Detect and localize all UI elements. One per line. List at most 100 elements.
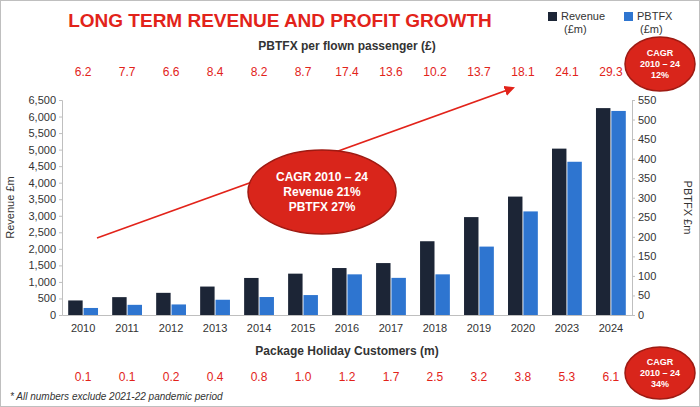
bar	[332, 268, 346, 315]
row-value: 6.2	[75, 65, 92, 79]
tick-mark	[59, 199, 62, 200]
row-value: 1.7	[383, 370, 400, 384]
tick-label: 1,000	[28, 276, 56, 288]
row-value: 13.6	[379, 65, 403, 79]
tick-label: 2016	[335, 322, 359, 334]
bar	[420, 241, 434, 315]
tick: 0	[50, 309, 62, 321]
callout-text: CAGR	[647, 48, 674, 58]
bar	[172, 304, 186, 315]
tick-label: 350	[638, 172, 656, 184]
tick: 2,500	[28, 226, 62, 238]
tick: 2023	[555, 315, 579, 334]
frame	[1, 1, 700, 407]
tick: 2012	[159, 315, 183, 334]
bar	[156, 293, 170, 315]
legend-swatch	[548, 12, 557, 21]
tick: 50	[632, 289, 650, 301]
tick-mark	[632, 276, 635, 277]
row-value: 2.5	[427, 370, 444, 384]
callout-ellipse	[625, 347, 695, 399]
tick-label: 400	[638, 153, 656, 165]
tick-label: 2018	[423, 322, 447, 334]
bar	[288, 274, 302, 315]
tick-label: 50	[638, 289, 650, 301]
pbtfx-per-passenger: 6.27.76.68.48.28.717.413.610.213.718.124…	[75, 65, 623, 79]
tick-label: 2012	[159, 322, 183, 334]
legend-label: Revenue (£m)	[561, 10, 605, 35]
tick-label: 2010	[71, 322, 95, 334]
row-value: 8.2	[251, 65, 268, 79]
tick-label: 2015	[291, 322, 315, 334]
tick-label: 500	[638, 114, 656, 126]
tick: 2019	[467, 315, 491, 334]
tick: 1,500	[28, 259, 62, 271]
bar	[303, 295, 317, 315]
tick-label: 450	[638, 133, 656, 145]
row-value: 1.0	[295, 370, 312, 384]
bar	[200, 287, 214, 315]
y2-axis: 050100150200250300350400450500550	[632, 94, 656, 321]
trend-arrow	[97, 88, 513, 238]
tick: 2018	[423, 315, 447, 334]
tick-mark	[59, 298, 62, 299]
row-value: 3.8	[515, 370, 532, 384]
row-value: 0.8	[251, 370, 268, 384]
tick: 6,500	[28, 94, 62, 106]
bar	[508, 197, 522, 315]
callout: CAGR2010 – 2412%	[625, 37, 695, 91]
tick: 2017	[379, 315, 403, 334]
title: LONG TERM REVENUE AND PROFIT GROWTH	[68, 10, 492, 31]
row-value: 0.2	[163, 370, 180, 384]
tick: 500	[38, 292, 62, 304]
tick: 5,000	[28, 144, 62, 156]
tick-label: 2,000	[28, 243, 56, 255]
bar	[552, 149, 566, 315]
tick-label: 6,500	[28, 94, 56, 106]
tick: 2016	[335, 315, 359, 334]
tick-mark	[59, 232, 62, 233]
bar	[347, 274, 361, 315]
tick-mark	[632, 139, 635, 140]
tick: 550	[632, 94, 656, 106]
y-axis: 05001,0001,5002,0002,5003,0003,5004,0004…	[28, 94, 62, 321]
tick-mark	[632, 120, 635, 121]
callout-text: 2010 – 24	[640, 368, 680, 378]
tick-label: 200	[638, 231, 656, 243]
tick-mark	[59, 282, 62, 283]
tick-mark	[632, 159, 635, 160]
tick: 400	[632, 153, 656, 165]
tick-label: 550	[638, 94, 656, 106]
callout-ellipse	[625, 37, 695, 91]
row-value: 18.1	[511, 65, 535, 79]
tick-mark	[59, 315, 62, 316]
tick-label: 300	[638, 192, 656, 204]
bar	[68, 300, 82, 315]
bar	[112, 297, 126, 315]
tick: 2024	[599, 315, 623, 334]
tick: 350	[632, 172, 656, 184]
tick-label: 2013	[203, 322, 227, 334]
row-value: 29.3	[599, 65, 623, 79]
tick-label: 5,500	[28, 127, 56, 139]
pbtfx-per-passenger-title: PBTFX per flown passenger (£)	[258, 39, 435, 53]
tick-mark	[632, 100, 635, 101]
bar	[611, 111, 625, 315]
row-value: 7.7	[119, 65, 136, 79]
chart: LONG TERM REVENUE AND PROFIT GROWTH05001…	[0, 0, 700, 407]
tick: 2015	[291, 315, 315, 334]
tick: 2020	[511, 315, 535, 334]
tick: 2011	[115, 315, 139, 334]
bar	[596, 108, 610, 315]
tick-label: 0	[50, 309, 56, 321]
tick-mark	[59, 150, 62, 151]
callout: CAGR 2010 – 24Revenue 21%PBTFX 27%	[248, 150, 396, 234]
tick: 0	[632, 309, 644, 321]
callout-text: CAGR	[647, 357, 674, 367]
tick-label: 2017	[379, 322, 403, 334]
package-holiday-customers: 0.10.10.20.40.81.01.21.72.53.23.85.36.1	[75, 370, 620, 384]
callout-ellipse	[248, 150, 396, 234]
tick: 500	[632, 114, 656, 126]
row-value: 3.2	[471, 370, 488, 384]
callout-text: 2010 – 24	[640, 59, 680, 69]
